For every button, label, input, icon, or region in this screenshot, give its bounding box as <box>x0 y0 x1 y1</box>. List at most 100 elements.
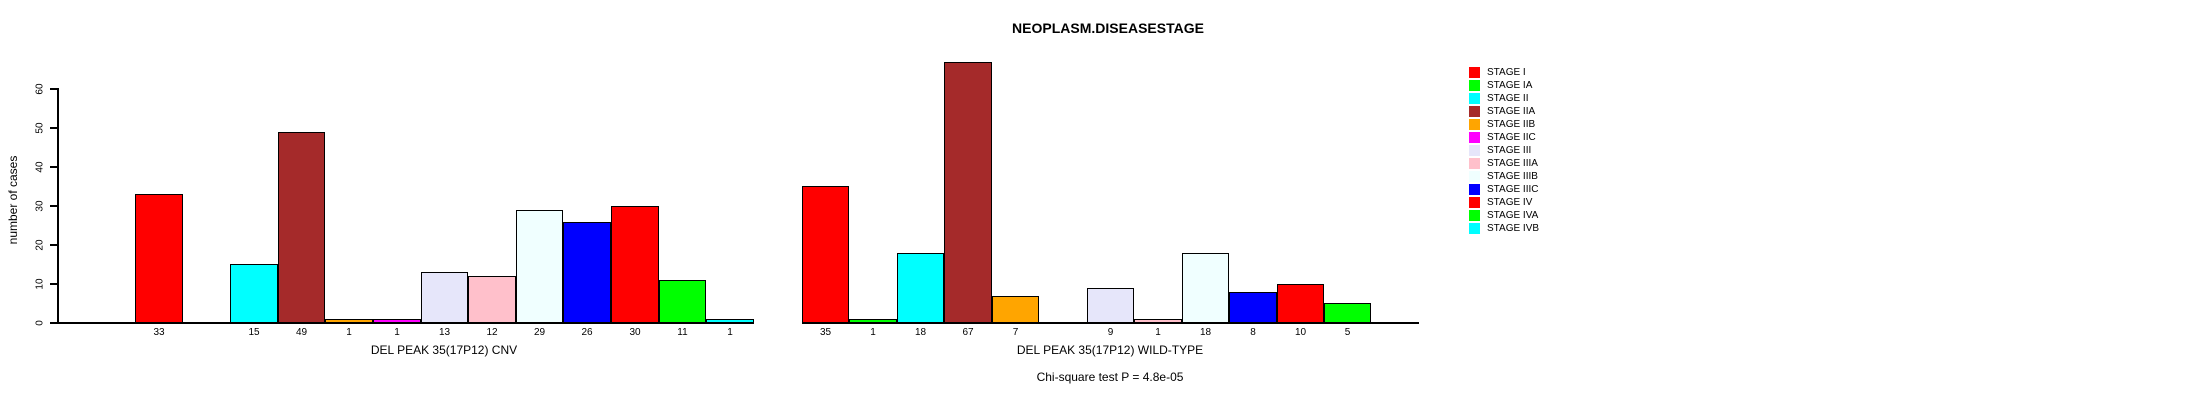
bar <box>992 296 1039 323</box>
legend-label: STAGE IIC <box>1487 132 1536 143</box>
bar-count-label: 10 <box>1294 327 1307 338</box>
legend-item: STAGE IIC <box>1469 131 1536 144</box>
bar <box>373 319 421 323</box>
y-tick-label: 10 <box>34 278 46 290</box>
legend-swatch <box>1469 158 1480 169</box>
bar-count-label: 1 <box>870 327 876 338</box>
y-axis-line <box>57 88 59 324</box>
bar-count-label: 35 <box>819 327 832 338</box>
bar <box>1277 284 1324 323</box>
legend-item: STAGE II <box>1469 92 1529 105</box>
bar-count-label: 26 <box>581 327 593 338</box>
bar-count-label: 18 <box>914 327 927 338</box>
legend-label: STAGE I <box>1487 67 1526 78</box>
legend-label: STAGE IIB <box>1487 119 1536 130</box>
legend-swatch <box>1469 197 1480 208</box>
legend-swatch <box>1469 171 1480 182</box>
x-axis-line-wild-type <box>802 322 1419 324</box>
legend-swatch <box>1469 80 1480 91</box>
bar <box>1087 288 1134 323</box>
x-axis-line-cnv <box>58 322 754 324</box>
bar <box>230 264 278 323</box>
legend-item: STAGE IIIB <box>1469 170 1538 183</box>
legend-label: STAGE IIA <box>1487 106 1536 117</box>
bar <box>611 206 659 323</box>
y-tick-label: 40 <box>34 161 46 173</box>
bar <box>1182 253 1229 323</box>
legend-item: STAGE IIA <box>1469 105 1535 118</box>
y-tick <box>50 205 58 207</box>
bar-count-label: 15 <box>248 327 260 338</box>
bar-count-label: 30 <box>629 327 641 338</box>
bar <box>1134 319 1182 323</box>
bar <box>1324 303 1371 323</box>
legend-item: STAGE IVB <box>1469 222 1539 235</box>
legend-swatch <box>1469 210 1480 221</box>
bar <box>516 210 563 323</box>
bar-count-label: 1 <box>394 327 400 338</box>
y-tick-label: 30 <box>34 200 46 212</box>
legend-swatch <box>1469 223 1480 234</box>
bar-count-label: 13 <box>438 327 451 338</box>
legend-item: STAGE I <box>1469 66 1526 79</box>
legend-swatch <box>1469 106 1480 117</box>
bar <box>421 272 468 323</box>
legend-label: STAGE IIIC <box>1487 184 1539 195</box>
legend-label: STAGE IVB <box>1487 223 1540 234</box>
legend-item: STAGE IV <box>1469 196 1532 209</box>
bar <box>849 319 897 323</box>
bar-count-label: 49 <box>295 327 308 338</box>
bar <box>278 132 325 323</box>
bar-count-label: 1 <box>727 327 733 338</box>
bar-count-label: 11 <box>677 327 688 338</box>
legend-label: STAGE III <box>1487 145 1532 156</box>
y-axis-label: number of cases <box>6 155 20 245</box>
legend-item: STAGE IA <box>1469 79 1532 92</box>
legend-label: STAGE IIIA <box>1487 158 1538 169</box>
legend-item: STAGE IIIC <box>1469 183 1539 196</box>
bar <box>325 319 373 323</box>
legend-item: STAGE IIB <box>1469 118 1535 131</box>
bar <box>706 319 754 323</box>
bar <box>944 62 992 323</box>
x-axis-label-wild-type: DEL PEAK 35(17P12) WILD-TYPE <box>1016 343 1204 357</box>
chart-title: NEOPLASM.DISEASESTAGE <box>1012 20 1204 36</box>
bar <box>468 276 516 323</box>
bar <box>659 280 706 323</box>
y-tick <box>50 283 58 285</box>
chi-square-footnote: Chi-square test P = 4.8e-05 <box>1036 370 1184 384</box>
bar-count-label: 1 <box>1155 327 1161 338</box>
bar-count-label: 7 <box>1012 327 1019 338</box>
bar <box>563 222 611 323</box>
bar-count-label: 8 <box>1250 327 1256 338</box>
y-tick <box>50 244 58 246</box>
y-tick <box>50 127 58 129</box>
legend-swatch <box>1469 119 1480 130</box>
bar-count-label: 1 <box>346 327 352 338</box>
legend-swatch <box>1469 93 1480 104</box>
legend-swatch <box>1469 132 1480 143</box>
bar-count-label: 29 <box>533 327 546 338</box>
bar <box>897 253 944 323</box>
bar-count-label: 5 <box>1344 327 1351 338</box>
bar-count-label: 33 <box>153 327 165 338</box>
legend-item: STAGE IVA <box>1469 209 1538 222</box>
legend-label: STAGE II <box>1487 93 1529 104</box>
bar <box>135 194 183 323</box>
legend-swatch <box>1469 145 1480 156</box>
x-axis-label-cnv: DEL PEAK 35(17P12) CNV <box>370 343 518 357</box>
y-tick <box>50 322 58 324</box>
bar-count-label: 67 <box>962 327 974 338</box>
y-tick-label: 20 <box>34 239 46 251</box>
bar <box>802 186 849 323</box>
legend-item: STAGE III <box>1469 144 1531 157</box>
bar-count-label: 12 <box>486 327 498 338</box>
legend-item: STAGE IIIA <box>1469 157 1538 170</box>
legend-label: STAGE IVA <box>1487 210 1539 221</box>
y-tick <box>50 166 58 168</box>
legend-swatch <box>1469 184 1480 195</box>
y-tick <box>50 88 58 90</box>
legend-label: STAGE IV <box>1487 197 1533 208</box>
y-tick-label: 60 <box>34 83 46 95</box>
